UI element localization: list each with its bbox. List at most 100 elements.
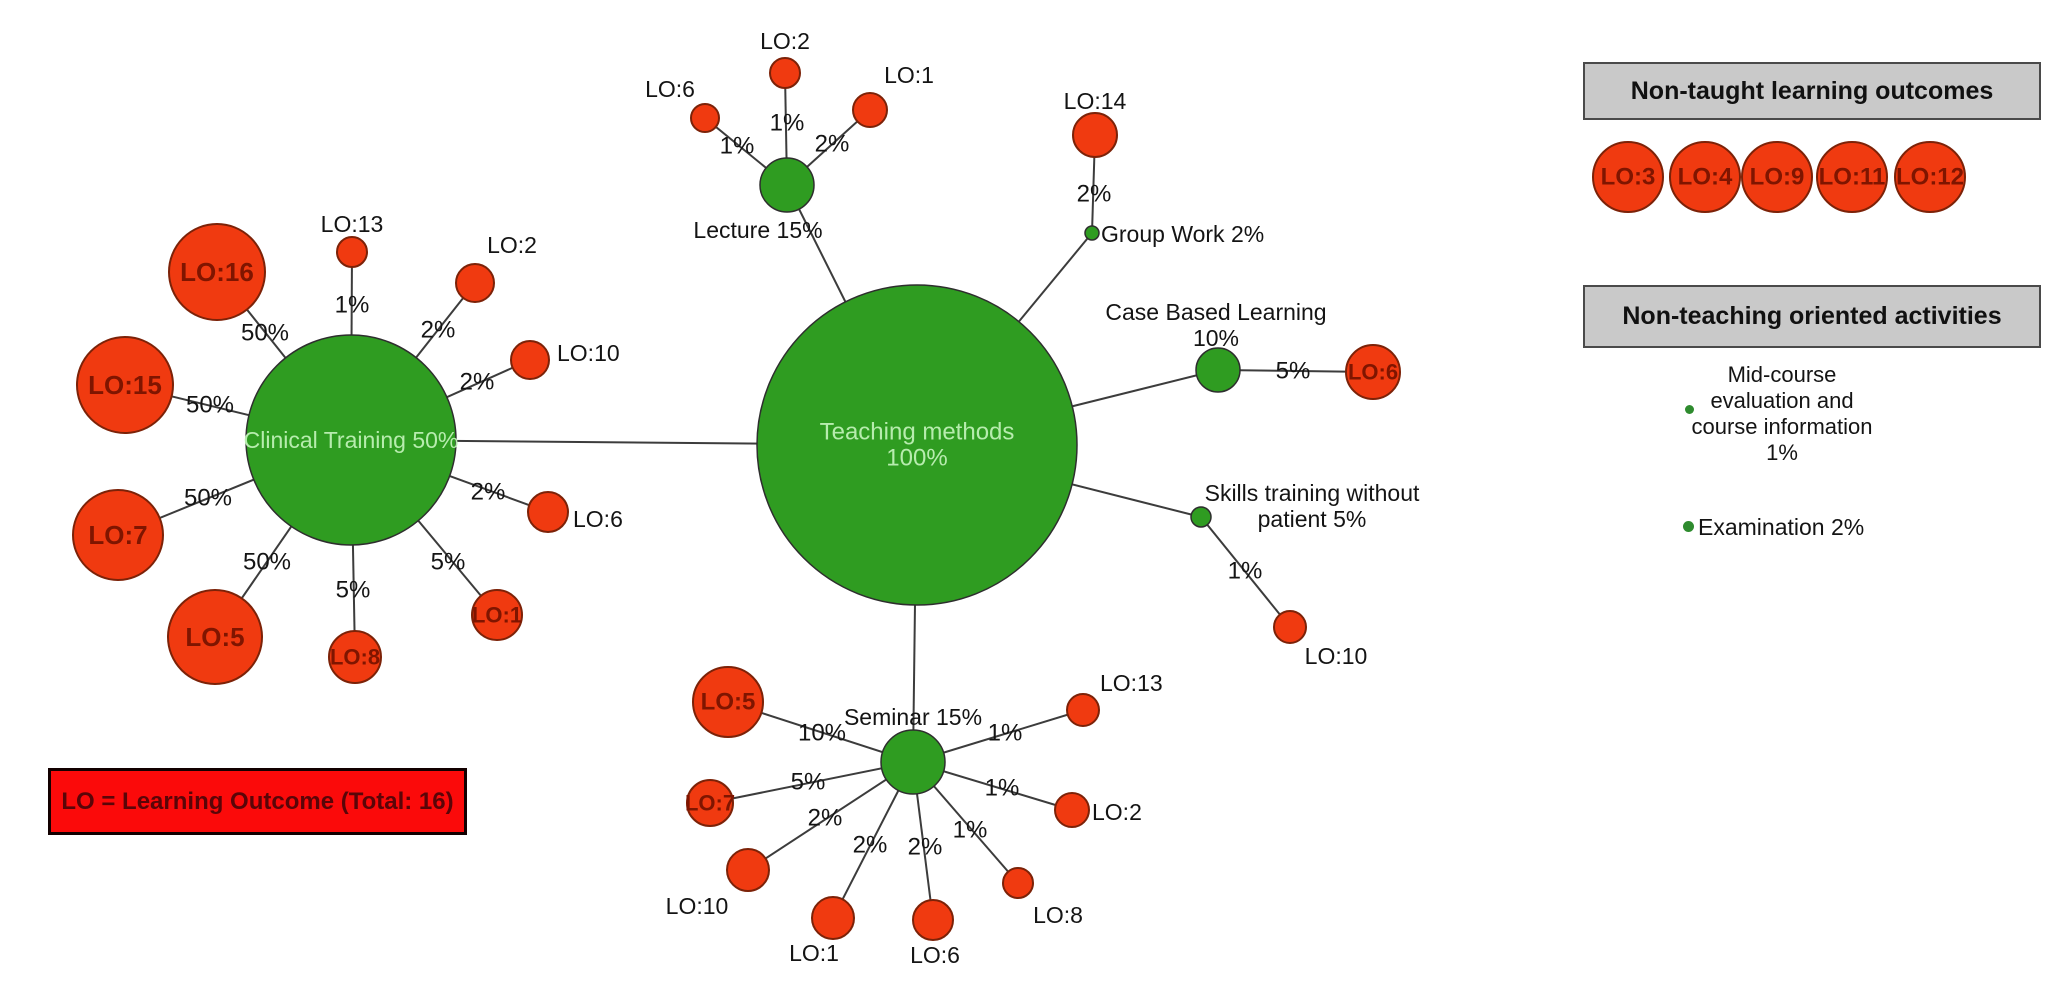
label-nt11: LO:11 <box>1819 164 1886 191</box>
edge-label-lecture-l6: 1% <box>720 133 755 160</box>
label-g14: LO:14 <box>1064 88 1127 114</box>
label-se7: LO:7 <box>685 791 735 816</box>
edge-label-seminar-se5: 10% <box>798 720 846 747</box>
label-se13: LO:13 <box>1100 670 1163 696</box>
edge-label-seminar-se6: 2% <box>908 834 943 861</box>
edge-label-lecture-l1: 2% <box>815 131 850 158</box>
label-l1: LO:1 <box>884 62 934 88</box>
label-nt9: LO:9 <box>1750 164 1805 191</box>
node-s10 <box>1273 610 1307 644</box>
mid-course-dot-icon <box>1685 405 1694 414</box>
node-c15 <box>76 336 174 434</box>
edge-label-clinical-c16: 50% <box>241 320 289 347</box>
label-nt3: LO:3 <box>1601 164 1656 191</box>
node-nt11 <box>1816 141 1888 213</box>
edge-label-groupwork-g14: 2% <box>1077 181 1112 208</box>
edge-label-clinical-c15: 50% <box>186 392 234 419</box>
label-clinical: Clinical Training 50% <box>244 427 459 453</box>
label-skills-line0: Skills training without <box>1205 480 1420 506</box>
node-nt4 <box>1669 141 1741 213</box>
panel-header-non-teaching-label: Non-teaching oriented activities <box>1622 302 2002 330</box>
edge-label-clinical-c8: 5% <box>336 577 371 604</box>
node-lecture <box>759 157 815 213</box>
node-g14 <box>1072 112 1118 158</box>
node-c5 <box>167 589 263 685</box>
node-clinical <box>245 334 457 546</box>
node-se8 <box>1002 867 1034 899</box>
edge-seminar-se7 <box>709 761 914 804</box>
edge-label-clinical-c1: 5% <box>431 549 466 576</box>
node-nt12 <box>1894 141 1966 213</box>
edge-label-clinical-c5: 50% <box>243 549 291 576</box>
label-se8: LO:8 <box>1033 902 1083 928</box>
edge-label-seminar-se8: 1% <box>953 817 988 844</box>
label-c6: LO:6 <box>573 506 623 532</box>
edge-label-cbl-cb6: 5% <box>1276 358 1311 385</box>
node-groupwork <box>1084 225 1100 241</box>
node-skills <box>1190 506 1212 528</box>
label-c16: LO:16 <box>180 257 254 287</box>
activity-mid-course: Mid-course evaluation and course informa… <box>1652 362 1912 466</box>
label-c13: LO:13 <box>321 211 384 237</box>
label-cbl-line1: 10% <box>1193 325 1239 351</box>
label-c8: LO:8 <box>330 645 380 670</box>
label-c15: LO:15 <box>88 370 162 400</box>
label-l2: LO:2 <box>760 28 810 54</box>
node-se10 <box>726 848 770 892</box>
edge-label-seminar-se7: 5% <box>791 769 826 796</box>
label-se2: LO:2 <box>1092 799 1142 825</box>
edge-label-skills-s10: 1% <box>1228 558 1263 585</box>
legend-text: LO = Learning Outcome (Total: 16) <box>61 787 454 815</box>
label-l6: LO:6 <box>645 76 695 102</box>
label-s10: LO:10 <box>1305 643 1368 669</box>
node-se1 <box>811 896 855 940</box>
label-c5: LO:5 <box>185 622 244 652</box>
label-c2: LO:2 <box>487 232 537 258</box>
node-se13 <box>1066 693 1100 727</box>
edge-label-seminar-se1: 2% <box>853 832 888 859</box>
label-cbl-line0: Case Based Learning <box>1105 299 1326 325</box>
node-c2 <box>455 263 495 303</box>
node-se6 <box>912 899 954 941</box>
node-c8 <box>328 630 382 684</box>
edge-label-clinical-c6: 2% <box>471 479 506 506</box>
node-l1 <box>852 92 888 128</box>
edge-label-clinical-c2: 2% <box>421 317 456 344</box>
label-c7: LO:7 <box>88 520 147 550</box>
node-l6 <box>690 103 720 133</box>
examination-dot-icon <box>1683 521 1694 532</box>
activity-examination: Examination 2% <box>1698 514 1865 540</box>
label-lecture: Lecture 15% <box>693 217 822 243</box>
legend-box: LO = Learning Outcome (Total: 16) <box>48 768 467 835</box>
edge-label-seminar-se10: 2% <box>808 805 843 832</box>
node-seminar <box>880 729 946 795</box>
label-se1: LO:1 <box>789 940 839 966</box>
panel-header-non-teaching: Non-teaching oriented activities <box>1583 285 2041 348</box>
label-teaching-line0: Teaching methods <box>820 419 1015 446</box>
edge-label-lecture-l2: 1% <box>770 110 805 137</box>
label-cb6: LO:6 <box>1348 360 1398 385</box>
edge-label-clinical-c7: 50% <box>184 485 232 512</box>
label-se10: LO:10 <box>666 893 729 919</box>
node-se7 <box>686 779 734 827</box>
edge-label-clinical-c13: 1% <box>335 292 370 319</box>
label-teaching-line1: 100% <box>886 445 947 472</box>
node-c13 <box>336 236 368 268</box>
edge-label-seminar-se13: 1% <box>988 720 1023 747</box>
node-teaching <box>756 284 1078 606</box>
label-groupwork: Group Work 2% <box>1101 221 1264 247</box>
node-nt9 <box>1741 141 1813 213</box>
node-c10 <box>510 340 550 380</box>
edge-label-clinical-c10: 2% <box>460 369 495 396</box>
node-c16 <box>168 223 266 321</box>
node-se2 <box>1054 792 1090 828</box>
label-skills-line1: patient 5% <box>1258 506 1367 532</box>
node-nt3 <box>1592 141 1664 213</box>
label-se6: LO:6 <box>910 942 960 968</box>
node-cb6 <box>1345 344 1401 400</box>
node-l2 <box>769 57 801 89</box>
label-nt4: LO:4 <box>1678 164 1733 191</box>
label-c10: LO:10 <box>557 340 620 366</box>
